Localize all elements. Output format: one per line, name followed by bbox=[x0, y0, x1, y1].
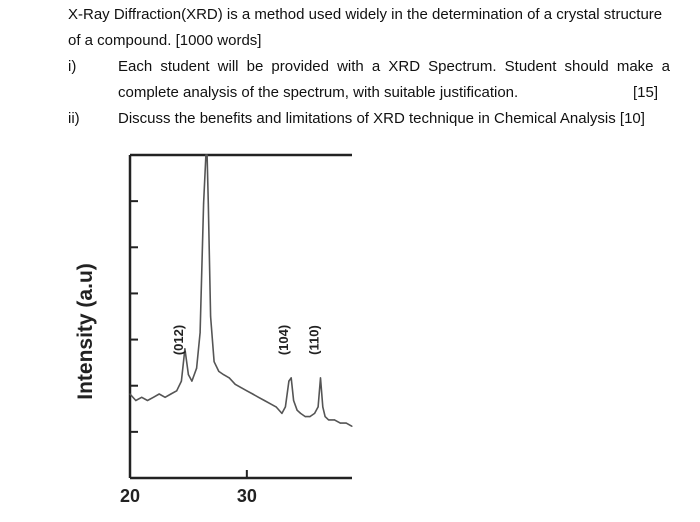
spectrum-point bbox=[319, 377, 322, 379]
item-1-text-line-2: complete analysis of the spectrum, with … bbox=[118, 84, 519, 101]
spectrum-point bbox=[191, 380, 193, 382]
spectrum-point bbox=[263, 399, 265, 402]
spectrum-point bbox=[317, 406, 319, 408]
spectrum-point bbox=[284, 406, 286, 408]
plot-frame bbox=[128, 153, 352, 480]
peak-label: (110) bbox=[306, 325, 321, 355]
item-1-number: i) bbox=[68, 58, 77, 75]
peak-label: (104) bbox=[276, 325, 291, 355]
spectrum-point bbox=[246, 390, 248, 392]
item-1-text-line-1: Each student will be provided with a XRD… bbox=[118, 58, 670, 75]
xrd-spectrum-chart: 20 30 (012) (104) (110) Intensity (a.u) bbox=[74, 153, 353, 506]
peak-annotations: (012) (104) (110) bbox=[171, 325, 322, 355]
spectrum-point bbox=[207, 202, 209, 204]
peak-label: (012) bbox=[171, 325, 186, 355]
spectrum-point bbox=[309, 416, 311, 418]
spectrum-point bbox=[213, 361, 215, 363]
y-axis-label: Intensity (a.u) bbox=[74, 263, 97, 400]
spectrum-point bbox=[164, 396, 166, 398]
axis-labels: Intensity (a.u) bbox=[74, 263, 97, 400]
intro-line-2: of a compound. [1000 words] bbox=[68, 32, 262, 49]
spectrum-point bbox=[324, 416, 326, 418]
spectrum-point bbox=[252, 393, 254, 395]
spectrum-point bbox=[210, 315, 212, 318]
spectrum-point bbox=[293, 399, 295, 402]
spectrum-point bbox=[351, 425, 353, 427]
spectrum-point bbox=[257, 396, 260, 398]
spectrum-point bbox=[296, 409, 298, 411]
intro-line-1: X-Ray Diffraction(XRD) is a method used … bbox=[68, 6, 663, 23]
spectrum-point bbox=[141, 396, 143, 398]
spectrum-point bbox=[304, 416, 306, 418]
item-2-text: Discuss the benefits and limitations of … bbox=[118, 110, 645, 127]
spectrum-point bbox=[184, 348, 186, 350]
spectrum-point bbox=[176, 390, 178, 392]
spectrum-point bbox=[146, 399, 149, 402]
spectrum-point bbox=[187, 374, 189, 376]
spectrum-point bbox=[158, 393, 160, 395]
x-tick-label: 30 bbox=[237, 486, 257, 506]
spectrum-point bbox=[218, 370, 220, 372]
spectrum-point bbox=[129, 393, 131, 395]
spectrum-point bbox=[269, 403, 271, 405]
spectrum-point bbox=[240, 387, 242, 389]
spectrum-point bbox=[234, 383, 236, 385]
spectrum-series bbox=[129, 154, 353, 428]
spectrum-point bbox=[333, 419, 336, 421]
spectrum-point bbox=[152, 396, 154, 398]
spectrum-point bbox=[275, 406, 277, 408]
spectrum-point bbox=[180, 380, 182, 382]
item-2-number: ii) bbox=[68, 110, 80, 127]
spectrum-point bbox=[328, 419, 330, 421]
spectrum-point bbox=[300, 412, 302, 414]
spectrum-point bbox=[170, 393, 172, 395]
spectrum-point bbox=[290, 377, 292, 379]
spectrum-point bbox=[196, 367, 198, 369]
axis-ticks: 20 30 bbox=[120, 200, 257, 506]
spectrum-point bbox=[288, 380, 290, 382]
x-tick-label: 20 bbox=[120, 486, 140, 506]
spectrum-point bbox=[228, 377, 230, 379]
spectrum-line bbox=[129, 154, 353, 428]
spectrum-point bbox=[199, 332, 201, 334]
spectrum-point bbox=[339, 422, 341, 424]
item-1-marks: [15] bbox=[633, 84, 659, 101]
spectrum-point bbox=[322, 406, 324, 408]
spectrum-point bbox=[206, 154, 208, 156]
spectrum-point bbox=[314, 412, 316, 414]
spectrum-point bbox=[205, 154, 207, 156]
spectrum-point bbox=[135, 399, 137, 402]
spectrum-point bbox=[281, 412, 283, 414]
spectrum-point bbox=[222, 374, 225, 376]
spectrum-point bbox=[203, 202, 205, 204]
spectrum-point bbox=[345, 422, 347, 424]
